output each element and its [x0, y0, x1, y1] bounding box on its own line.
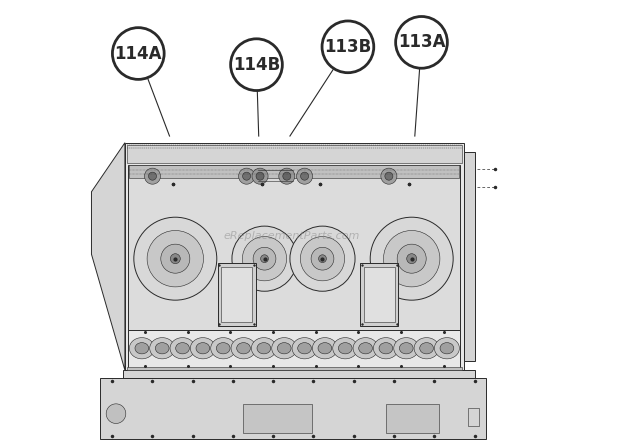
- Circle shape: [144, 168, 161, 184]
- Bar: [360, 263, 398, 326]
- Circle shape: [239, 168, 255, 184]
- Ellipse shape: [277, 343, 291, 354]
- Bar: [127, 145, 462, 163]
- Bar: [364, 267, 395, 322]
- Circle shape: [231, 39, 282, 91]
- Ellipse shape: [333, 338, 358, 359]
- Ellipse shape: [312, 338, 337, 359]
- Circle shape: [279, 168, 295, 184]
- Text: 114A: 114A: [115, 45, 162, 62]
- Ellipse shape: [394, 338, 418, 359]
- Circle shape: [242, 236, 286, 281]
- Bar: [218, 263, 255, 326]
- Circle shape: [397, 244, 426, 273]
- Bar: [100, 378, 486, 439]
- Circle shape: [260, 255, 268, 263]
- Circle shape: [232, 226, 297, 291]
- Circle shape: [311, 247, 334, 270]
- Bar: [130, 165, 459, 178]
- Ellipse shape: [149, 338, 175, 359]
- Ellipse shape: [353, 338, 378, 359]
- Ellipse shape: [156, 343, 169, 354]
- Circle shape: [170, 254, 180, 264]
- Ellipse shape: [190, 338, 215, 359]
- Circle shape: [161, 244, 190, 273]
- Ellipse shape: [373, 338, 399, 359]
- Ellipse shape: [237, 343, 250, 354]
- Ellipse shape: [379, 343, 393, 354]
- Bar: [243, 404, 312, 433]
- Circle shape: [290, 226, 355, 291]
- Circle shape: [134, 217, 217, 300]
- Circle shape: [300, 236, 345, 281]
- Bar: [464, 152, 475, 361]
- Ellipse shape: [170, 338, 195, 359]
- Circle shape: [407, 254, 417, 264]
- Ellipse shape: [292, 338, 317, 359]
- Circle shape: [148, 172, 156, 180]
- Circle shape: [242, 172, 250, 180]
- Text: 113A: 113A: [398, 33, 445, 51]
- Circle shape: [322, 21, 374, 73]
- Circle shape: [256, 172, 264, 180]
- Bar: [128, 330, 460, 368]
- Text: 113B: 113B: [324, 38, 371, 56]
- Circle shape: [253, 247, 276, 270]
- Ellipse shape: [359, 343, 373, 354]
- Circle shape: [301, 172, 309, 180]
- Circle shape: [283, 172, 291, 180]
- Circle shape: [147, 231, 203, 287]
- Circle shape: [112, 28, 164, 79]
- Circle shape: [319, 255, 326, 263]
- Polygon shape: [92, 143, 125, 370]
- Circle shape: [370, 217, 453, 300]
- Bar: [468, 408, 479, 426]
- Circle shape: [385, 172, 393, 180]
- Circle shape: [106, 404, 126, 423]
- Ellipse shape: [339, 343, 352, 354]
- Bar: [125, 143, 464, 370]
- Ellipse shape: [216, 343, 230, 354]
- Circle shape: [296, 168, 312, 184]
- Circle shape: [381, 168, 397, 184]
- Ellipse shape: [231, 338, 256, 359]
- Ellipse shape: [435, 338, 459, 359]
- Ellipse shape: [135, 343, 149, 354]
- Ellipse shape: [257, 343, 271, 354]
- Text: 114B: 114B: [233, 56, 280, 74]
- Ellipse shape: [318, 343, 332, 354]
- Bar: [386, 404, 440, 433]
- Circle shape: [384, 231, 440, 287]
- Text: eReplacementParts.com: eReplacementParts.com: [224, 231, 360, 241]
- Ellipse shape: [175, 343, 189, 354]
- Ellipse shape: [251, 338, 277, 359]
- Ellipse shape: [272, 338, 297, 359]
- Bar: [221, 267, 252, 322]
- Ellipse shape: [211, 338, 236, 359]
- Circle shape: [396, 17, 448, 68]
- Bar: [127, 367, 462, 370]
- Ellipse shape: [130, 338, 154, 359]
- Bar: [128, 165, 460, 330]
- Ellipse shape: [196, 343, 210, 354]
- Bar: [123, 370, 475, 378]
- Ellipse shape: [420, 343, 433, 354]
- Ellipse shape: [414, 338, 439, 359]
- Ellipse shape: [399, 343, 413, 354]
- Ellipse shape: [298, 343, 311, 354]
- Circle shape: [252, 168, 268, 184]
- Ellipse shape: [440, 343, 454, 354]
